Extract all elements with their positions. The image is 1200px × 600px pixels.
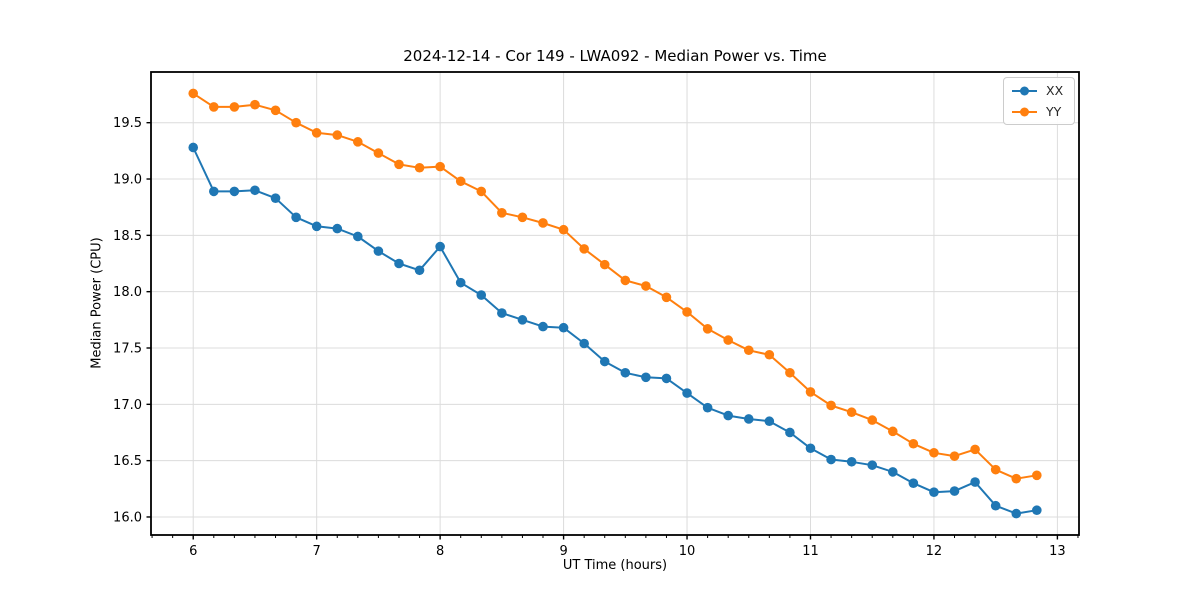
legend-label-yy: YY — [1046, 104, 1062, 119]
svg-text:9: 9 — [559, 544, 567, 559]
x-axis-label: UT Time (hours) — [562, 558, 668, 573]
svg-text:19.0: 19.0 — [113, 173, 142, 188]
legend-item-yy: YY — [1011, 102, 1068, 121]
svg-text:10: 10 — [679, 544, 696, 559]
y-axis-label: Median Power (CPU) — [89, 237, 105, 369]
svg-text:11: 11 — [802, 544, 819, 559]
svg-text:17.5: 17.5 — [113, 341, 142, 356]
svg-text:7: 7 — [313, 544, 321, 559]
legend: XX YY — [1003, 77, 1075, 125]
svg-text:16.0: 16.0 — [113, 510, 142, 525]
svg-text:13: 13 — [1049, 544, 1066, 559]
svg-text:6: 6 — [189, 544, 197, 559]
svg-text:17.0: 17.0 — [113, 398, 142, 413]
legend-line-marker-xx-icon — [1012, 86, 1037, 95]
svg-text:12: 12 — [926, 544, 943, 559]
legend-label-xx: XX — [1046, 83, 1064, 98]
svg-text:16.5: 16.5 — [113, 454, 142, 469]
svg-text:19.5: 19.5 — [113, 116, 142, 131]
svg-text:18.0: 18.0 — [113, 285, 142, 300]
svg-text:8: 8 — [436, 544, 444, 559]
legend-item-xx: XX — [1011, 81, 1068, 100]
svg-text:18.5: 18.5 — [113, 229, 142, 244]
legend-line-marker-yy-icon — [1012, 107, 1037, 116]
chart-title: 2024-12-14 - Cor 149 - LWA092 - Median P… — [403, 47, 827, 65]
